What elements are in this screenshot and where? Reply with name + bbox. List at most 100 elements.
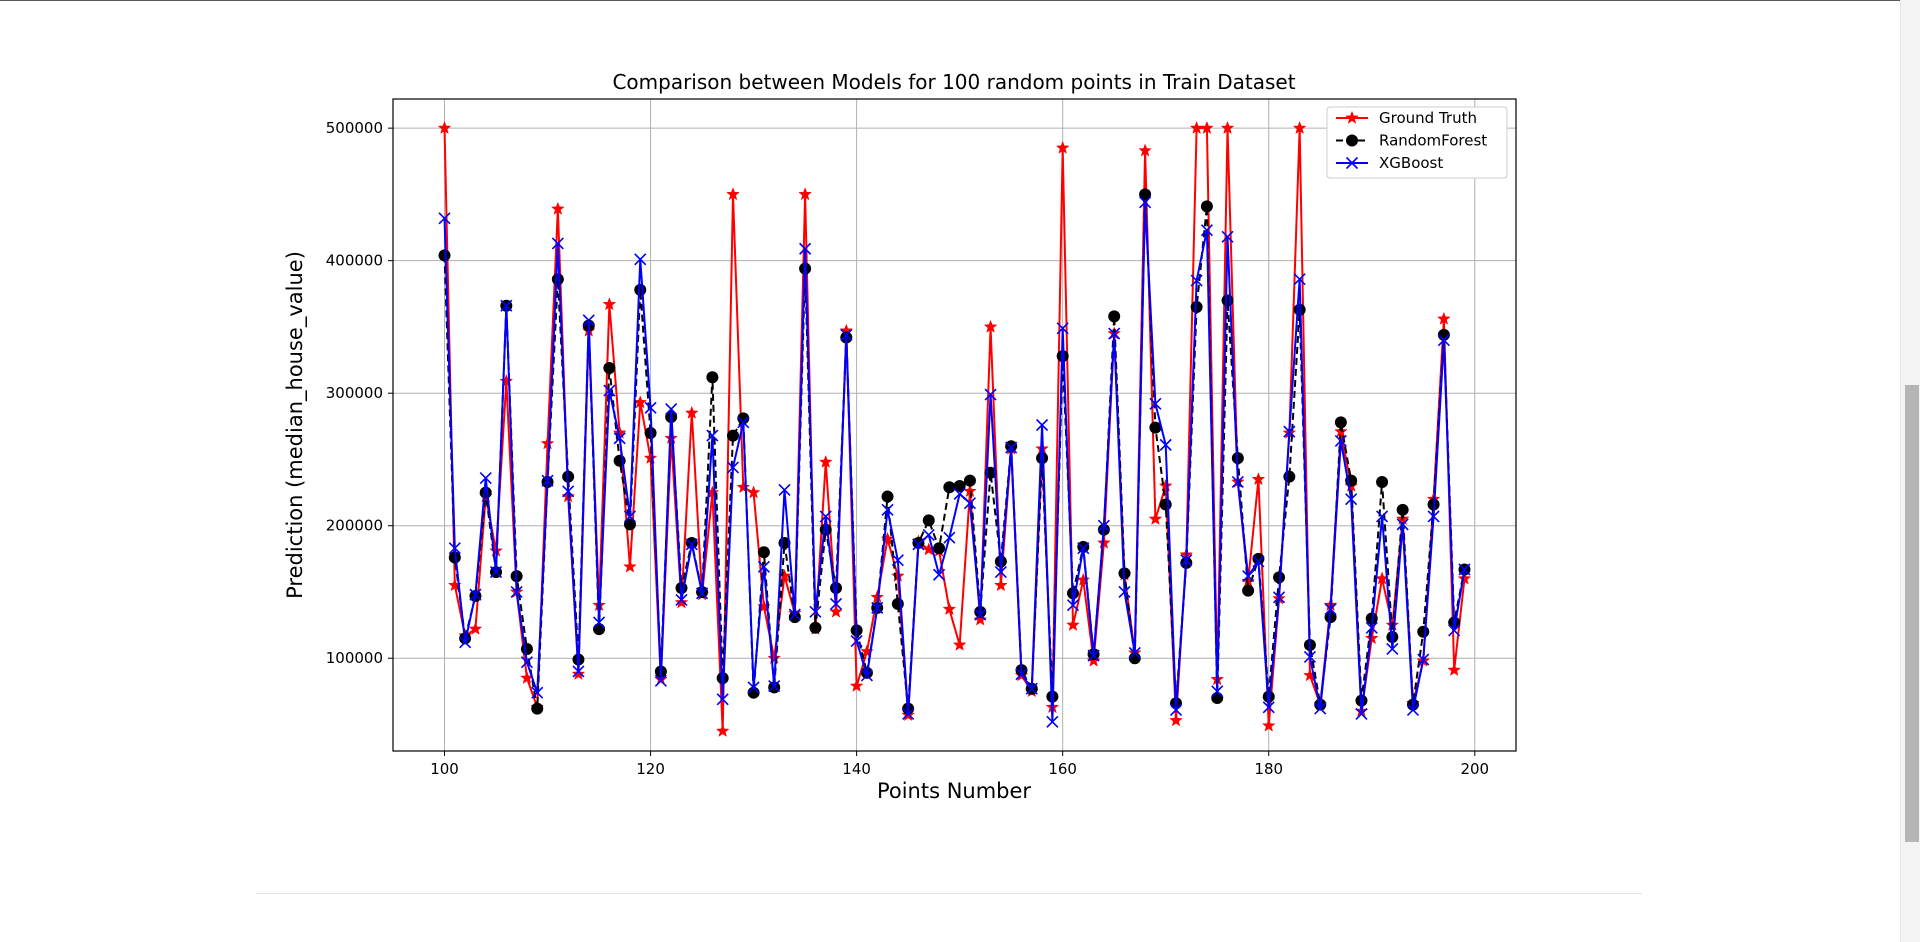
- y-axis-label: Prediction (median_house_value): [283, 251, 308, 599]
- data-point: [902, 707, 915, 720]
- data-point: [1036, 452, 1049, 465]
- data-point: [1015, 668, 1028, 681]
- data-point: [1148, 511, 1163, 525]
- data-point: [1417, 625, 1430, 638]
- data-point: [1231, 475, 1244, 489]
- data-point: [809, 621, 822, 634]
- data-point: [850, 634, 863, 648]
- legend-label-randomforest: RandomForest: [1379, 132, 1487, 150]
- data-point: [1221, 230, 1234, 243]
- data-point: [1066, 599, 1080, 612]
- legend-marker-randomforest: [1346, 134, 1358, 147]
- data-point: [912, 538, 925, 551]
- data-point: [942, 601, 957, 616]
- data-point: [685, 536, 698, 549]
- data-point: [963, 474, 976, 487]
- data-point: [1200, 200, 1213, 213]
- data-point: [860, 669, 873, 682]
- y-tick-label: 100000: [326, 649, 383, 667]
- data-point: [1149, 421, 1162, 434]
- data-point: [747, 681, 760, 694]
- legend-box: [1326, 106, 1508, 179]
- data-point: [1138, 143, 1152, 157]
- legend-label-xgboost: XGBoost: [1379, 154, 1443, 172]
- data-point: [572, 665, 585, 678]
- data-point: [1437, 334, 1450, 347]
- data-point: [881, 490, 894, 503]
- data-point: [1283, 470, 1296, 483]
- data-point: [531, 702, 544, 715]
- vertical-scrollbar[interactable]: [1900, 0, 1920, 942]
- data-point: [1159, 498, 1172, 511]
- data-point: [1376, 475, 1389, 488]
- data-point: [1242, 584, 1255, 597]
- data-point: [520, 656, 534, 669]
- data-point: [665, 403, 678, 416]
- data-point: [685, 538, 698, 551]
- data-point: [1333, 424, 1348, 438]
- data-point: [1448, 624, 1461, 637]
- data-point: [634, 283, 647, 296]
- data-point: [1386, 642, 1399, 656]
- data-point: [768, 681, 781, 694]
- data-point: [603, 384, 616, 397]
- data-point: [1345, 493, 1358, 506]
- data-point: [1283, 425, 1296, 438]
- data-point: [1180, 554, 1193, 567]
- data-point: [1365, 621, 1378, 634]
- data-point: [706, 429, 719, 442]
- data-point: [571, 666, 586, 680]
- data-point: [1066, 617, 1080, 631]
- data-point: [922, 514, 935, 527]
- data-point: [706, 371, 719, 384]
- data-point: [550, 201, 565, 215]
- data-point: [459, 636, 472, 649]
- data-point: [562, 485, 575, 498]
- data-point: [788, 611, 801, 624]
- data-point: [1139, 188, 1152, 201]
- data-point: [1437, 311, 1451, 325]
- data-point: [438, 249, 451, 262]
- data-point: [1242, 570, 1255, 583]
- data-point: [1457, 571, 1472, 585]
- data-point: [634, 253, 647, 266]
- data-point: [1159, 438, 1172, 451]
- x-axis-label: Points Number: [877, 779, 1031, 803]
- chart-figure: 100 120 140 160 180 200 100000 200000 300000 4000…: [283, 70, 1517, 803]
- legend-label-ground-truth: Ground Truth: [1379, 109, 1477, 127]
- data-point: [1211, 685, 1224, 698]
- legend-marker-ground-truth: [1345, 110, 1359, 124]
- data-point: [953, 479, 966, 492]
- data-point: [1314, 702, 1327, 715]
- data-point: [479, 486, 492, 499]
- data-point: [479, 471, 492, 485]
- data-point: [829, 597, 843, 610]
- axis-ticks: 100 120 140 160 180 200 100000 200000 300000 4000…: [326, 119, 1489, 778]
- data-point: [1261, 718, 1276, 732]
- y-tick-label: 200000: [326, 517, 383, 535]
- data-point: [1355, 707, 1368, 720]
- x-tick-label: 140: [842, 760, 871, 778]
- data-point: [1334, 434, 1347, 447]
- data-point: [1087, 649, 1100, 662]
- data-point: [726, 429, 739, 442]
- y-tick-label: 500000: [326, 119, 383, 137]
- scrollbar-thumb[interactable]: [1905, 385, 1919, 842]
- cell-divider: [256, 893, 1642, 894]
- data-point: [1086, 653, 1101, 667]
- data-point: [984, 388, 997, 401]
- series-line-xgboost: [443, 201, 1466, 723]
- y-tick-label: 400000: [326, 252, 383, 270]
- data-point: [1190, 274, 1203, 287]
- data-point: [933, 542, 946, 555]
- data-point: [736, 480, 751, 494]
- y-tick-label: 300000: [326, 384, 383, 402]
- data-point: [582, 314, 595, 327]
- data-point: [1056, 322, 1069, 335]
- plot-area: [393, 99, 1516, 751]
- data-point: [684, 405, 699, 419]
- data-point: [1375, 510, 1389, 523]
- data-point: [593, 623, 606, 636]
- data-point: [1262, 701, 1275, 714]
- data-point: [1272, 591, 1286, 604]
